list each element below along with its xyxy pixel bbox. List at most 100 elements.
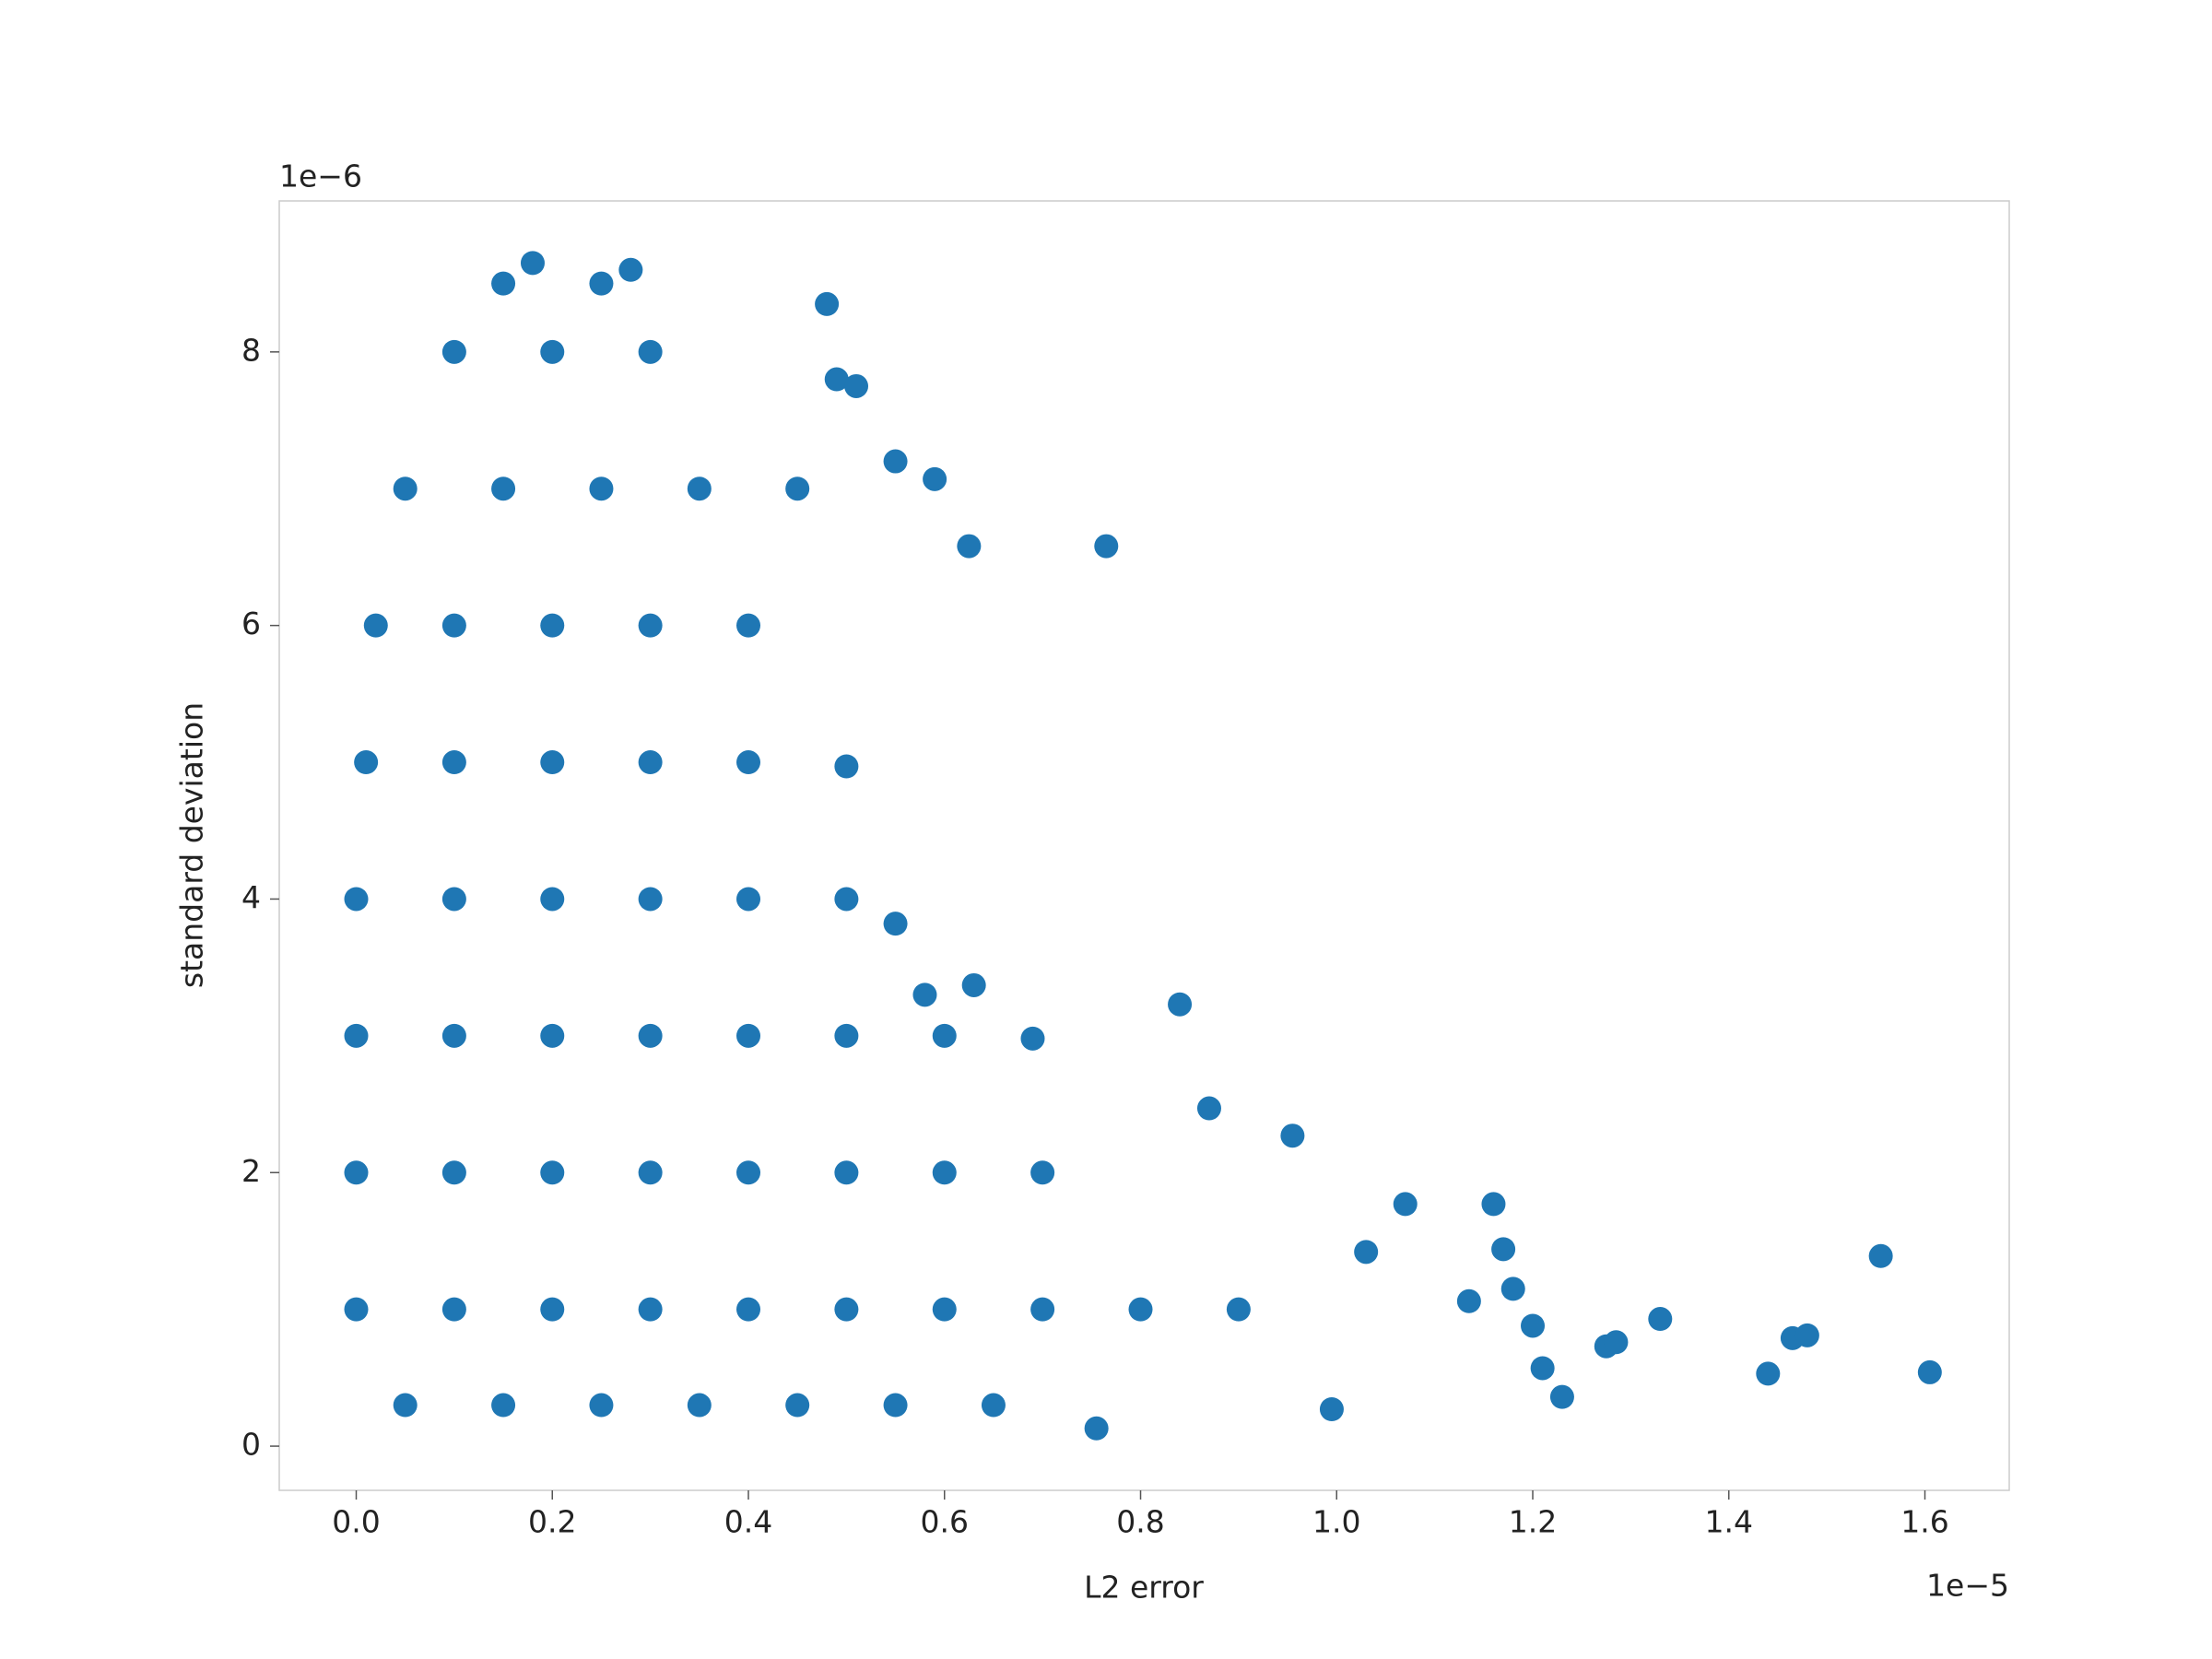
scatter-point [834,1297,859,1322]
scatter-point [491,271,516,296]
scatter-point [1917,1359,1942,1384]
scatter-point [736,613,761,638]
scatter-point [957,534,982,559]
scatter-point [736,1297,761,1322]
scatter-point [441,613,466,638]
scatter-point [589,1393,614,1418]
scatter-point [1604,1330,1629,1355]
scatter-point [1020,1026,1045,1051]
y-offset-label: 1e−6 [279,159,362,194]
scatter-point [785,1393,810,1418]
scatter-point [1794,1323,1819,1347]
scatter-point [687,1393,712,1418]
scatter-point [736,1023,761,1048]
scatter-point [736,887,761,912]
scatter-point [618,257,643,282]
scatter-point [1521,1313,1546,1338]
scatter-point [736,1160,761,1185]
scatter-point [736,750,761,775]
scatter-point [834,1160,859,1185]
scatter-point [932,1160,957,1185]
plot-frame [278,200,2010,1491]
scatter-point [344,1160,369,1185]
scatter-point [1549,1384,1574,1409]
scatter-point [824,367,849,392]
scatter-point [883,1393,908,1418]
scatter-point [540,1023,565,1048]
scatter-point [491,477,516,501]
scatter-point [844,373,869,398]
scatter-point [354,750,379,775]
scatter-point [441,339,466,364]
scatter-point [923,466,947,491]
scatter-point [785,477,810,501]
scatter-point [981,1393,1006,1418]
scatter-point [883,912,908,936]
scatter-point [883,449,908,474]
scatter-point [834,887,859,912]
x-tick-label: 0.6 [921,1504,969,1540]
scatter-point [932,1297,957,1322]
y-tick-label: 6 [241,606,261,641]
scatter-point [1084,1416,1109,1441]
x-tick-label: 1.0 [1312,1504,1360,1540]
y-tick-label: 4 [241,879,261,915]
scatter-point [1196,1096,1221,1121]
scatter-point [344,887,369,912]
scatter-point [441,1023,466,1048]
x-tick-label: 0.4 [724,1504,772,1540]
scatter-point [589,477,614,501]
scatter-point [540,1160,565,1185]
scatter-point [687,477,712,501]
scatter-point [441,887,466,912]
scatter-point [344,1297,369,1322]
scatter-point [363,613,388,638]
scatter-point [638,887,663,912]
scatter-point [932,1023,957,1048]
scatter-point [638,1297,663,1322]
y-axis-label: standard deviation [174,702,210,988]
scatter-point [441,1160,466,1185]
x-tick-label: 1.2 [1509,1504,1557,1540]
scatter-point [1168,992,1193,1017]
scatter-point [1280,1124,1305,1148]
scatter-point [1868,1243,1893,1268]
scatter-point [1456,1288,1481,1313]
scatter-point [491,1393,516,1418]
scatter-point [1530,1356,1555,1381]
scatter-point [1128,1297,1153,1322]
x-tick-label: 0.0 [332,1504,380,1540]
scatter-point [1319,1396,1344,1421]
scatter-point [1030,1297,1055,1322]
x-tick-label: 0.8 [1116,1504,1164,1540]
scatter-point [540,613,565,638]
scatter-point [638,1160,663,1185]
y-tick-label: 2 [241,1153,261,1189]
scatter-point [1481,1192,1506,1217]
scatter-point [638,613,663,638]
scatter-point [815,291,840,316]
x-tick-label: 1.6 [1900,1504,1948,1540]
scatter-point [1756,1361,1781,1386]
scatter-point [393,477,418,501]
x-tick-label: 0.2 [528,1504,576,1540]
scatter-point [1491,1237,1516,1262]
scatter-point [344,1023,369,1048]
scatter-point [393,1393,418,1418]
x-axis-label: L2 error [1084,1570,1204,1606]
scatter-point [638,339,663,364]
scatter-point [540,750,565,775]
scatter-point [834,1023,859,1048]
y-tick-label: 8 [241,332,261,368]
scatter-point [1393,1192,1418,1217]
scatter-point [961,972,986,997]
scatter-point [638,750,663,775]
scatter-point [520,251,545,276]
scatter-point [638,1023,663,1048]
scatter-point [912,982,937,1007]
scatter-point [441,1297,466,1322]
scatter-point [1094,534,1119,559]
x-tick-label: 1.4 [1705,1504,1753,1540]
scatter-point [540,887,565,912]
